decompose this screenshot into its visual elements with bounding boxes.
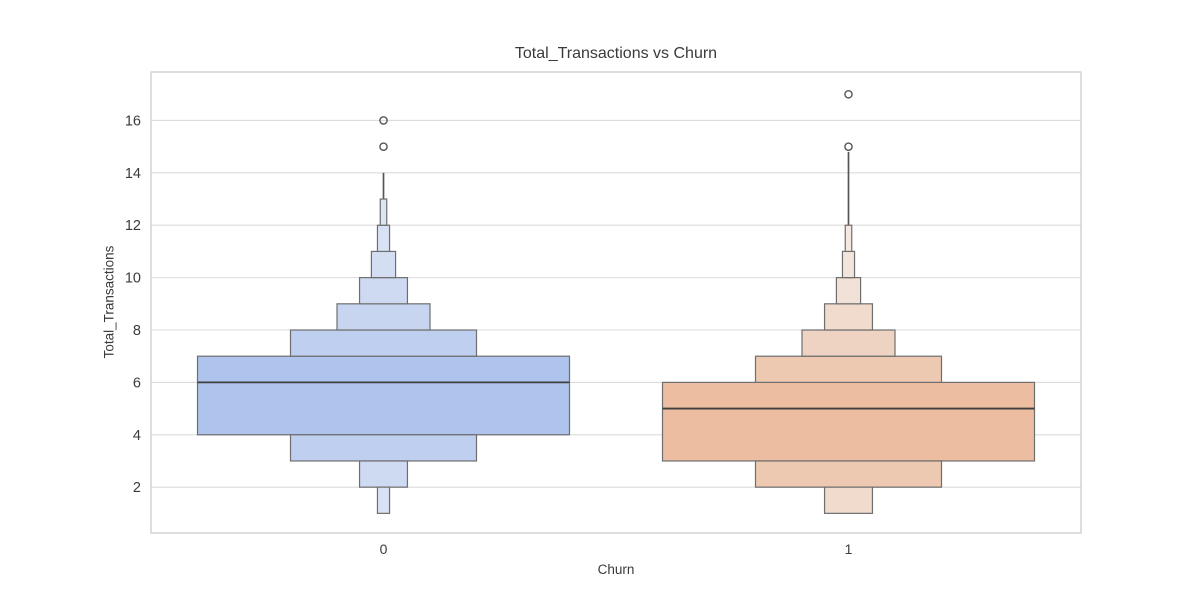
outlier-point [844, 89, 853, 99]
boxen-box [823, 486, 874, 514]
boxen-box [336, 303, 431, 331]
y-tick-label: 12 [125, 218, 141, 234]
boxen-box [754, 460, 943, 488]
boxen-box [370, 250, 397, 279]
boxen-box [823, 303, 874, 331]
boxen-box [835, 277, 862, 305]
outlier-point [844, 142, 853, 151]
y-tick-label: 14 [125, 166, 141, 182]
boxen-box [754, 355, 943, 383]
boxen-box [376, 224, 391, 253]
y-axis-title: Total_Transactions [101, 245, 117, 359]
boxen-box [661, 381, 1036, 462]
x-axis-title: Churn [597, 562, 635, 577]
boxen-box [358, 460, 409, 488]
y-tick-label: 16 [125, 113, 141, 129]
x-tick-label: 0 [380, 541, 388, 557]
outlier-point [379, 116, 388, 125]
boxen-box [801, 329, 896, 357]
boxen-box [358, 277, 409, 305]
y-tick-label: 10 [125, 271, 141, 287]
y-tick-label: 6 [133, 375, 141, 391]
boxen-box [289, 329, 478, 357]
boxen-box [196, 355, 571, 436]
y-tick-label: 2 [133, 480, 141, 496]
y-tick-label: 4 [133, 428, 141, 444]
boxen-box [379, 198, 388, 226]
boxen-box [289, 434, 478, 462]
x-tick-label: 1 [845, 541, 853, 557]
plot-border [150, 71, 1082, 534]
boxen-box [841, 250, 856, 279]
boxen-box [844, 224, 853, 253]
boxen-box [376, 486, 391, 514]
y-tick-label: 8 [133, 323, 141, 339]
chart-title: Total_Transactions vs Churn [514, 45, 718, 62]
outlier-point [379, 142, 388, 151]
